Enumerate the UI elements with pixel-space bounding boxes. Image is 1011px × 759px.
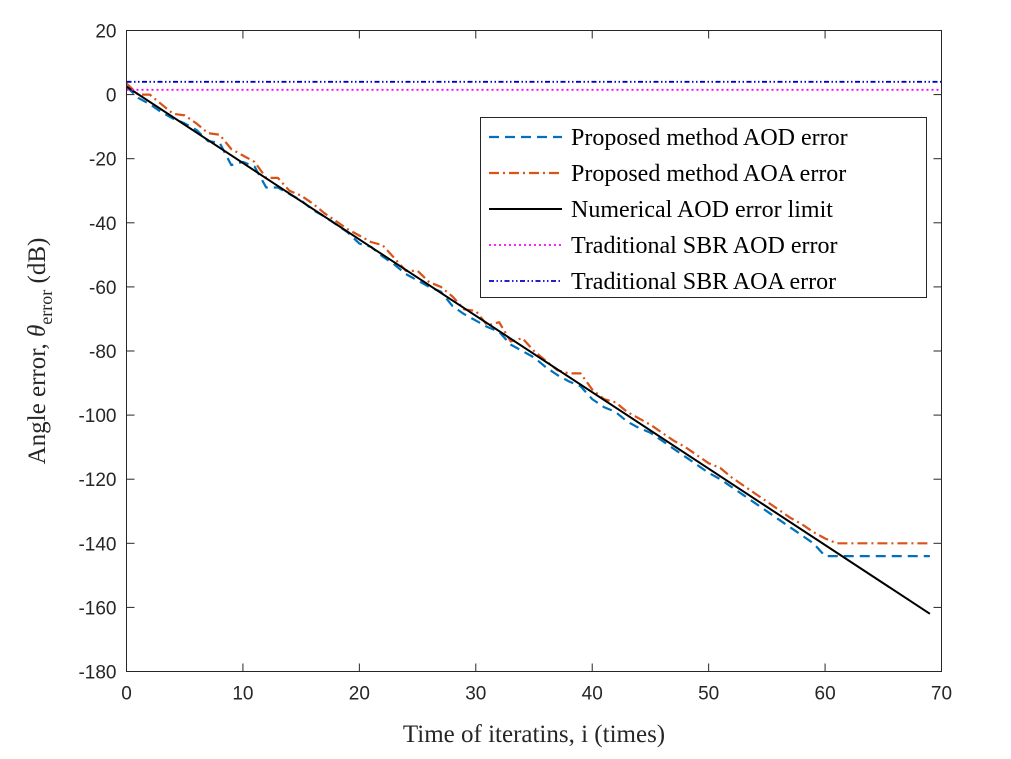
y-tick-label-6: -100 xyxy=(78,406,116,427)
y-axis-label-subscript: error xyxy=(36,290,56,325)
series-line-2 xyxy=(125,85,931,615)
legend-label-4: Traditional SBR AOA error xyxy=(571,269,836,295)
y-axis-label: Angle error, θerror (dB) xyxy=(24,238,56,465)
y-axis-label-suffix: (dB) xyxy=(24,238,51,290)
x-tick-label-6: 60 xyxy=(815,684,836,705)
x-axis-label: Time of iteratins, i (times) xyxy=(403,721,665,748)
series-line-0 xyxy=(125,85,930,558)
y-tick-label-7: -120 xyxy=(78,470,116,491)
legend: Proposed method AOD error Proposed method… xyxy=(480,117,927,298)
y-tick-label-5: -80 xyxy=(89,342,116,363)
y-tick-label-3: -40 xyxy=(89,214,116,235)
series-layer xyxy=(125,80,942,615)
y-tick-label-8: -140 xyxy=(78,534,116,555)
x-tick-label-5: 50 xyxy=(698,684,719,705)
x-tick-label-3: 30 xyxy=(465,684,486,705)
legend-label-3: Traditional SBR AOD error xyxy=(571,233,837,259)
y-tick-label-10: -180 xyxy=(78,663,116,684)
series-line-1 xyxy=(125,82,930,545)
x-tick-label-0: 0 xyxy=(121,684,132,705)
y-axis-label-prefix: Angle error, xyxy=(24,337,51,464)
x-tick-label-7: 70 xyxy=(931,684,952,705)
legend-label-0: Proposed method AOD error xyxy=(571,125,848,151)
y-tick-label-2: -20 xyxy=(89,150,116,171)
ticks-layer: 0 10 20 30 40 50 60 70 20 0 -20 -40 -60 -80 -100 -120 -1… xyxy=(78,22,952,705)
legend-label-1: Proposed method AOA error xyxy=(571,161,846,187)
y-tick-label-9: -160 xyxy=(78,598,116,619)
y-tick-label-4: -60 xyxy=(89,278,116,299)
x-tick-label-2: 20 xyxy=(349,684,370,705)
legend-box xyxy=(480,117,927,298)
x-tick-label-1: 10 xyxy=(232,684,253,705)
y-axis-label-symbol: θ xyxy=(24,325,51,337)
legend-label-2: Numerical AOD error limit xyxy=(571,197,833,223)
x-tick-label-4: 40 xyxy=(582,684,603,705)
legend-entries: Proposed method AOD error Proposed method… xyxy=(489,125,848,295)
y-tick-label-0: 20 xyxy=(95,22,116,43)
y-tick-label-1: 0 xyxy=(106,86,117,107)
